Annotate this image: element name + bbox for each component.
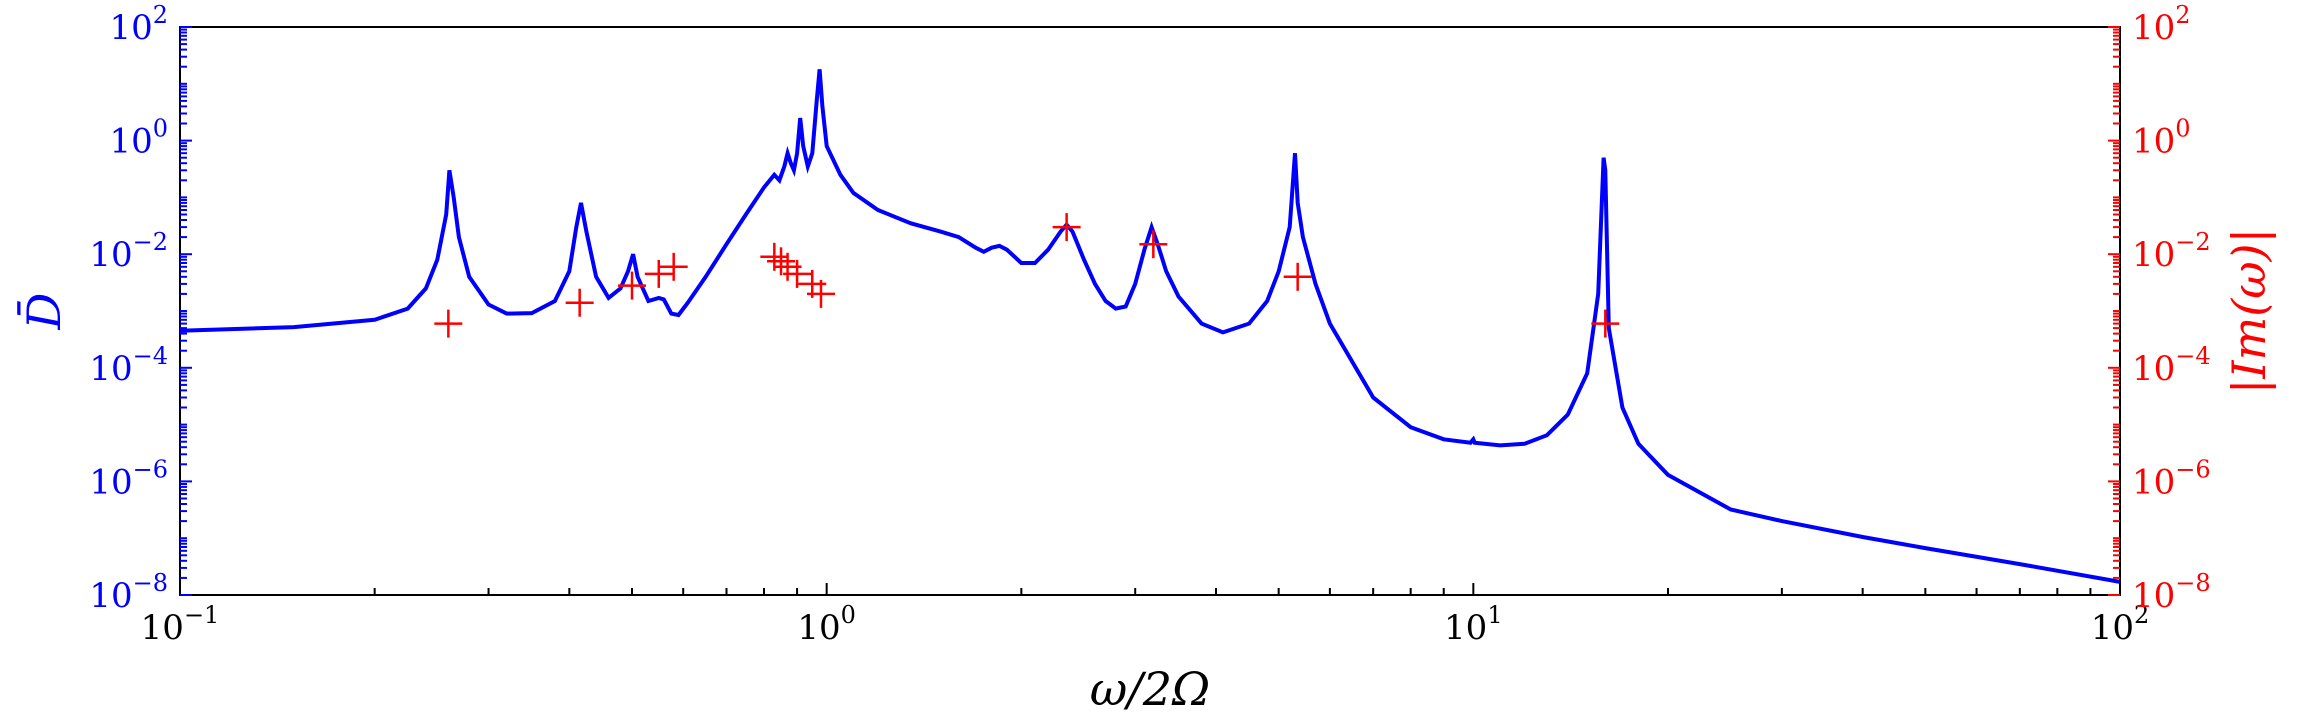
left-axis-title: D̄ [16,293,71,331]
x-tick-label: 10−1 [141,601,220,648]
imag-marker [618,271,647,300]
x-axis-tick-labels: 10−1 100 101 102 [141,601,2150,648]
left-axis-ticks [180,26,192,596]
right-tick-label: 10−4 [2132,342,2211,389]
imag-marker [659,252,688,281]
plot-frame [179,26,2121,596]
left-tick-label: 10−6 [89,455,168,502]
imag-marker [1052,213,1081,242]
imag-marker [1139,230,1168,259]
right-tick-label: 10−6 [2132,455,2211,502]
imag-marker [1283,262,1312,291]
left-tick-label: 10−8 [89,569,168,616]
right-axis-title: |Im(ω)| [2222,228,2276,394]
left-tick-label: 10−2 [89,228,168,275]
imag-marker [644,259,673,288]
right-tick-label: 10−2 [2132,228,2211,275]
x-axis-title: ω/2Ω [1090,662,1210,716]
left-tick-label: 102 [109,1,168,48]
x-tick-label: 101 [1444,601,1503,648]
left-tick-label: 10−4 [89,342,168,389]
left-tick-label: 100 [109,115,168,162]
x-tick-label: 100 [797,601,856,648]
left-axis-tick-labels: 102 100 10−2 10−4 10−6 10−8 [89,1,168,616]
right-tick-label: 10−8 [2132,569,2211,616]
imag-marker [1591,309,1620,338]
x-tick-label: 102 [2091,601,2150,648]
series-line [179,69,2121,584]
imag-marker [565,288,594,317]
right-tick-label: 100 [2132,115,2191,162]
imag-marker [434,309,463,338]
right-axis-ticks [2108,26,2120,596]
right-tick-label: 102 [2132,1,2191,48]
imag-marker [767,247,796,276]
imag-marker [806,279,835,308]
x-axis-ticks [179,583,2121,595]
right-axis-tick-labels: 102 100 10−2 10−4 10−6 10−8 [2132,1,2211,616]
imag-markers [434,213,1620,338]
imag-marker [783,259,812,288]
